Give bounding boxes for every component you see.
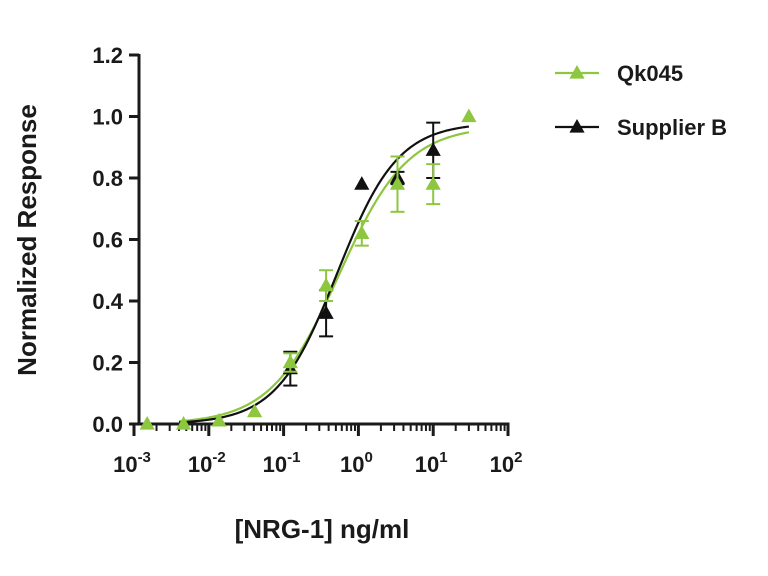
data-point-qk045 bbox=[425, 176, 441, 190]
data-point-qk045 bbox=[175, 416, 192, 430]
x-tick-label: 101 bbox=[415, 449, 448, 477]
data-point-qk045 bbox=[282, 354, 298, 369]
legend-marker-qk045 bbox=[569, 65, 585, 79]
y-tick-label: 1.0 bbox=[92, 105, 123, 130]
fit-curve-qk045 bbox=[178, 131, 470, 423]
data-point-qk045 bbox=[211, 412, 227, 427]
x-axis-title: [NRG-1] ng/ml bbox=[235, 514, 410, 544]
axes bbox=[134, 54, 510, 426]
x-tick-label: 100 bbox=[340, 449, 373, 477]
data-point-supplier-b bbox=[318, 305, 334, 319]
data-point-supplier-b bbox=[425, 142, 441, 156]
data-point-qk045 bbox=[389, 176, 406, 190]
data-point-qk045 bbox=[139, 416, 155, 430]
y-tick-label: 0.2 bbox=[92, 351, 123, 376]
y-tick-label: 0.4 bbox=[92, 289, 123, 314]
x-tick-label: 10-1 bbox=[263, 449, 301, 477]
x-axis-ticks: 10-3 10-2 10-1 100 101 102 bbox=[113, 424, 522, 477]
x-tick-label: 102 bbox=[490, 449, 523, 477]
data-point-qk045 bbox=[247, 403, 263, 418]
y-tick-label: 0.0 bbox=[92, 412, 123, 437]
y-axis-ticks: 0.0 0.2 0.4 0.6 0.8 1.0 1.2 bbox=[92, 43, 139, 437]
fit-curves bbox=[178, 125, 470, 424]
y-tick-label: 0.8 bbox=[92, 166, 123, 191]
x-tick-label: 10-2 bbox=[188, 449, 226, 477]
data-point-qk045 bbox=[318, 277, 334, 292]
data-point-qk045 bbox=[461, 108, 477, 123]
y-tick-label: 0.6 bbox=[92, 228, 123, 253]
legend-label-qk045: Qk045 bbox=[617, 61, 683, 86]
x-tick-label: 10-3 bbox=[113, 449, 151, 477]
legend-marker-supplier-b bbox=[569, 119, 585, 133]
legend-label-supplier-b: Supplier B bbox=[617, 115, 727, 140]
legend: Qk045 Supplier B bbox=[555, 61, 727, 140]
y-tick-label: 1.2 bbox=[92, 43, 123, 68]
y-axis-title: Normalized Response bbox=[12, 104, 42, 376]
fit-curve-supplier-b bbox=[178, 125, 470, 424]
data-points bbox=[139, 108, 477, 430]
data-point-qk045 bbox=[354, 225, 370, 239]
data-point-supplier-b bbox=[354, 176, 370, 190]
